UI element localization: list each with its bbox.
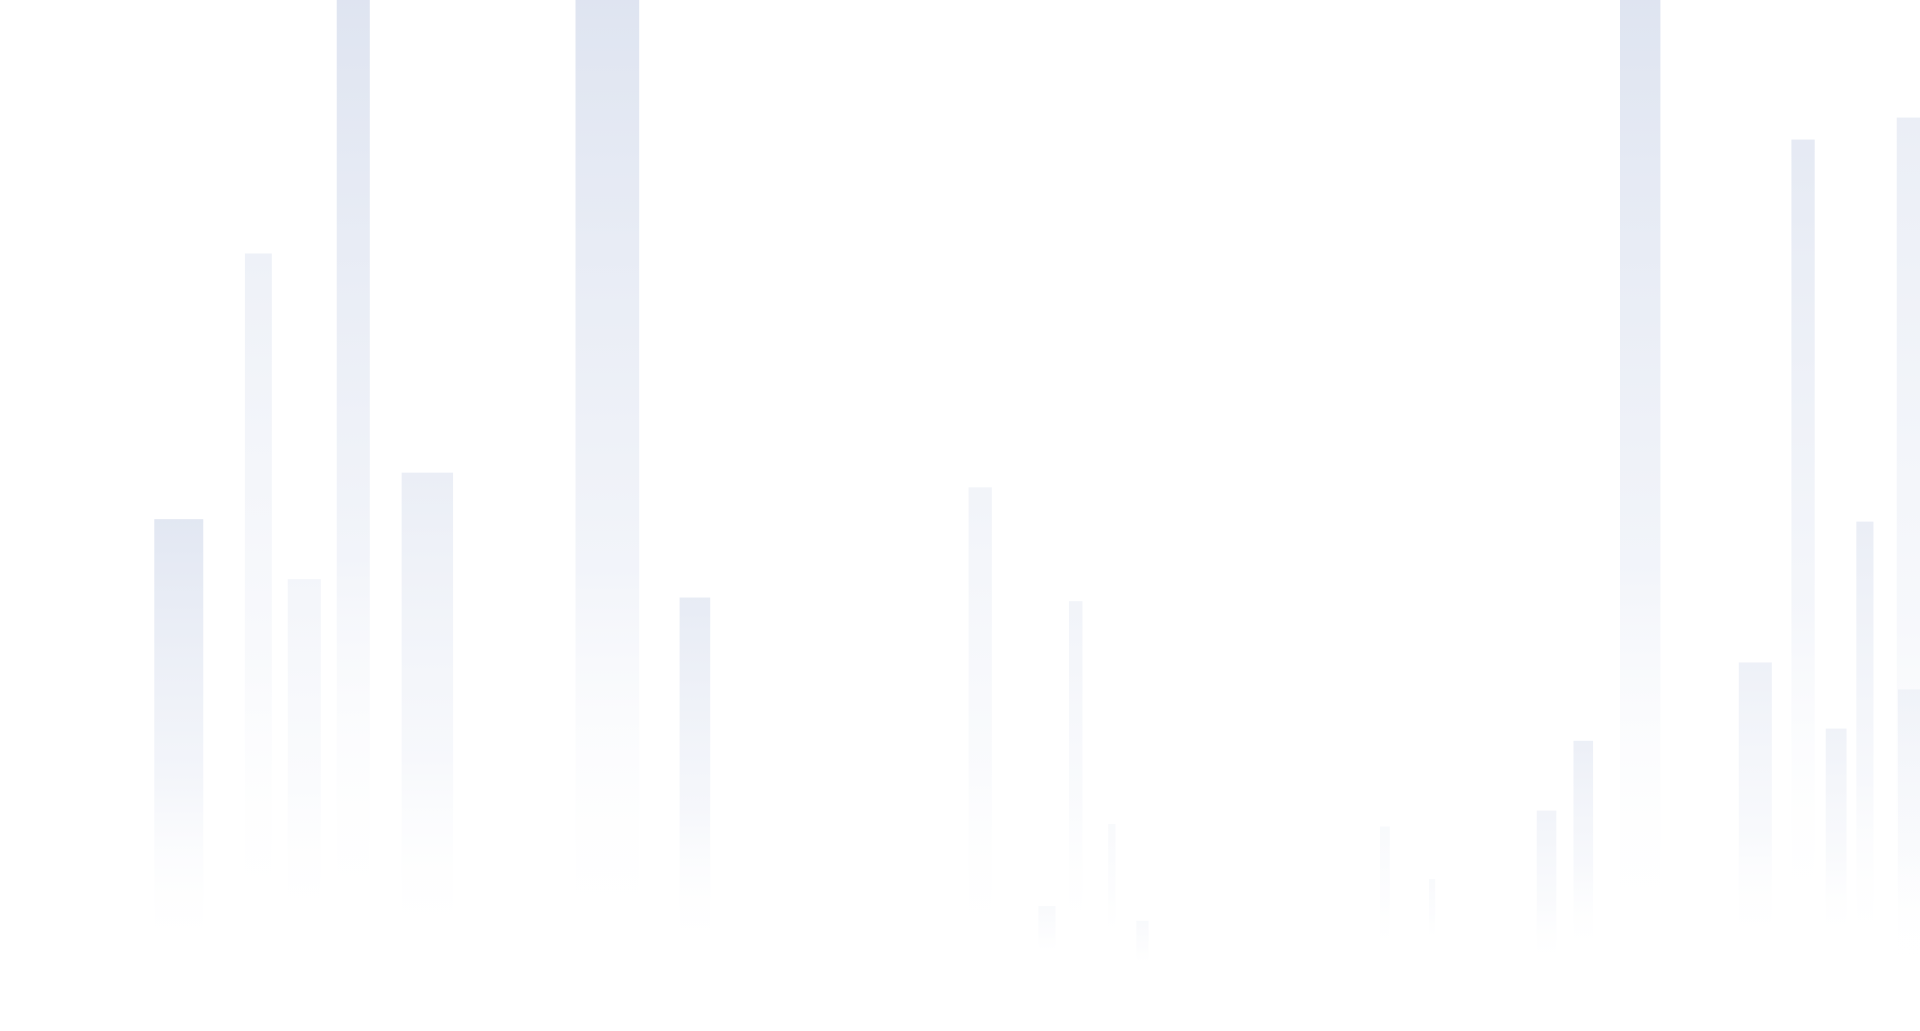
deco-bar: [1791, 139, 1815, 931]
deco-bar: [1897, 689, 1920, 968]
deco-bar: [1536, 810, 1557, 968]
deco-bar: [244, 253, 272, 931]
deco-bar: [1856, 521, 1874, 956]
deco-bar: [1428, 879, 1436, 943]
deco-bar: [679, 597, 711, 956]
deco-bar: [575, 0, 640, 949]
decorative-bars: [154, 0, 1920, 968]
deco-bar: [401, 472, 454, 949]
deco-bar: [336, 0, 370, 931]
deco-bar: [1573, 740, 1594, 956]
deco-bar: [1108, 824, 1116, 943]
deco-bar: [154, 519, 204, 956]
deco-bar: [1738, 662, 1772, 949]
deco-bar: [1038, 906, 1056, 956]
deco-bar: [1825, 728, 1847, 943]
deco-bar: [287, 579, 321, 931]
deco-bar: [1620, 0, 1661, 943]
deco-bar: [1068, 601, 1083, 943]
deco-bar: [1380, 826, 1390, 956]
deco-bar: [968, 487, 992, 956]
deco-bar: [1136, 920, 1149, 968]
